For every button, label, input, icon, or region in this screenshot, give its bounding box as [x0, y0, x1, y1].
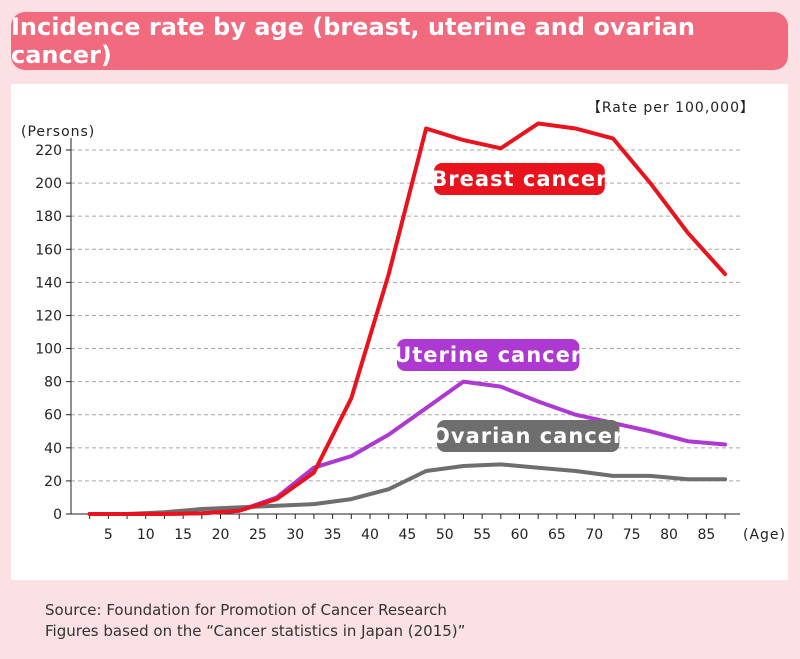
x-tick-label: 75 [623, 527, 641, 543]
y-tick-label: 60 [44, 408, 62, 424]
x-tick-label: 50 [436, 527, 454, 543]
y-tick-label: 0 [53, 507, 62, 523]
x-tick-label: 85 [697, 527, 715, 543]
x-tick-label: 70 [585, 527, 603, 543]
y-tick-label: 120 [35, 308, 62, 324]
y-tick-label: 80 [44, 375, 62, 391]
line-chart: 0 20 40 60 80 100 120 140 160 180 200 220 5 10 15 20 25 3… [21, 100, 786, 543]
x-tick-label: 65 [548, 527, 566, 543]
source-line-2: Figures based on the “Cancer statistics … [45, 622, 466, 640]
series-label-box-ovarian-cancer [437, 420, 620, 452]
x-tick-label: 15 [174, 527, 192, 543]
y-tick-label: 180 [35, 209, 62, 225]
series-label-box-uterine-cancer [397, 339, 580, 371]
series-label-ovarian-cancer: Ovarian cancer [432, 424, 624, 448]
y-tick-label: 140 [35, 275, 62, 291]
x-tick-label: 35 [324, 527, 342, 543]
x-tick-label: 45 [398, 527, 416, 543]
unit-note: 【Rate per 100,000】 [587, 100, 755, 116]
chart-title: Incidence rate by age (breast, uterine a… [11, 12, 788, 70]
x-axis-title: (Age) [743, 527, 786, 543]
x-tick-label: 25 [249, 527, 267, 543]
y-tick-label: 20 [44, 474, 62, 490]
x-tick-label: 55 [473, 527, 491, 543]
series-label-box-breast-cancer [434, 163, 605, 195]
x-tick-label: 60 [511, 527, 529, 543]
x-tick-label: 10 [137, 527, 155, 543]
source-line-1: Source: Foundation for Promotion of Canc… [45, 601, 447, 619]
y-axis-title: (Persons) [21, 124, 95, 140]
x-tick-label: 80 [660, 527, 678, 543]
series-line-breast-cancer [87, 121, 728, 516]
x-tick-label: 5 [104, 527, 113, 543]
y-tick-label: 200 [35, 176, 62, 192]
chart-panel: 0 20 40 60 80 100 120 140 160 180 200 220 5 10 15 20 25 3… [11, 84, 788, 580]
series-label-uterine-cancer: Uterine cancer [394, 343, 582, 367]
y-tick-label: 160 [35, 242, 62, 258]
y-tick-label: 40 [44, 441, 62, 457]
series-label-breast-cancer: Breast cancer [431, 167, 607, 191]
x-tick-label: 30 [286, 527, 304, 543]
y-tick-label: 220 [35, 143, 62, 159]
x-tick-label: 40 [361, 527, 379, 543]
y-tick-label: 100 [35, 342, 62, 358]
x-tick-label: 20 [212, 527, 230, 543]
source-note: Source: Foundation for Promotion of Canc… [45, 600, 465, 642]
series-line-ovarian-cancer [87, 462, 728, 516]
